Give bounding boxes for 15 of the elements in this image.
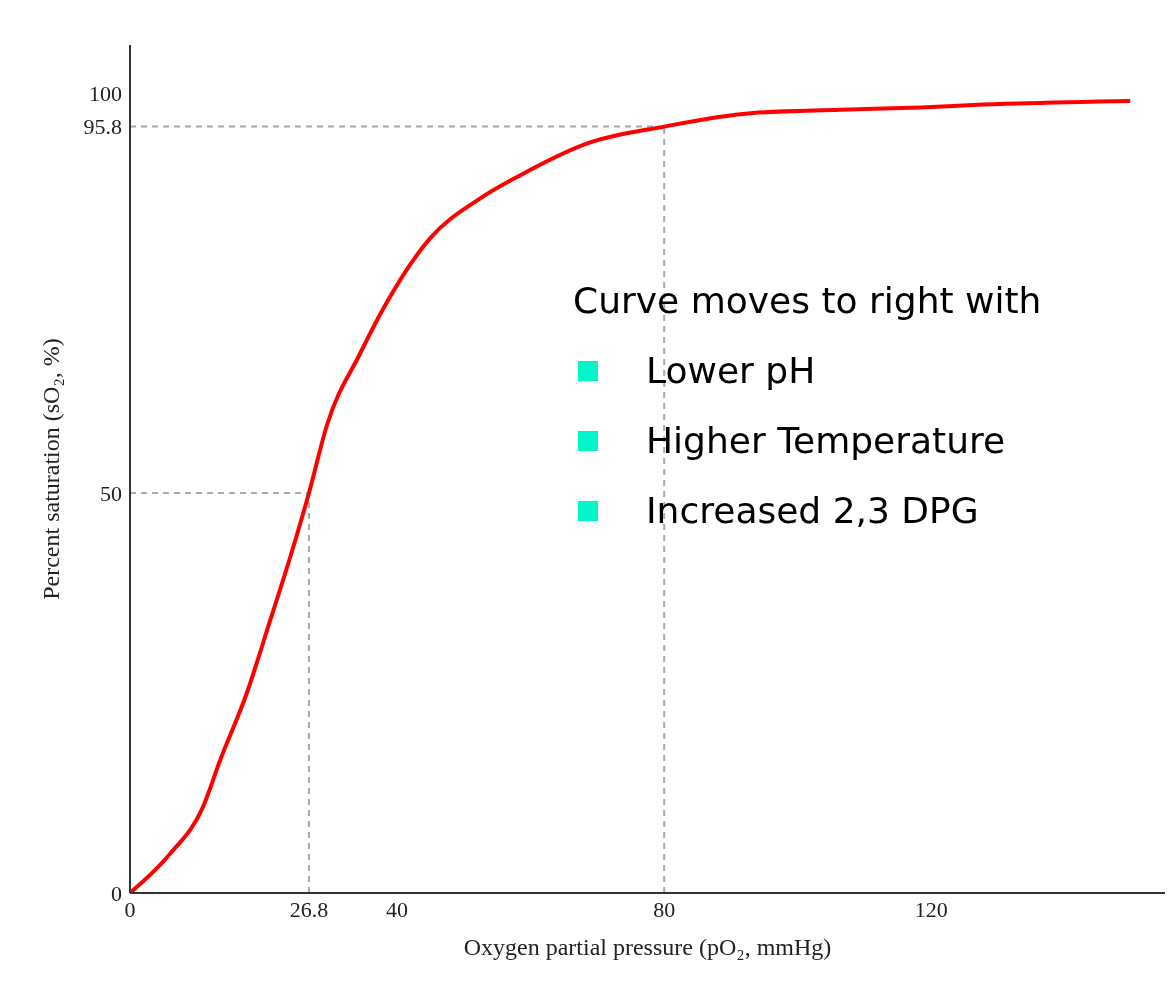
y-tick-label: 50 xyxy=(100,480,122,506)
annotation: Curve moves to right with xyxy=(573,279,1042,323)
y-tick-label: 0 xyxy=(111,880,122,906)
x-tick-label: 120 xyxy=(914,896,948,922)
x-tick-label: 26.8 xyxy=(289,896,329,922)
annotation: Higher Temperature xyxy=(646,419,1006,463)
x-axis-title: Oxygen partial pressure (pO₂, mmHg) xyxy=(463,934,832,960)
line-series xyxy=(130,99,1133,893)
annotation: Increased 2,3 DPG xyxy=(646,489,979,533)
y-axis-title: Percent saturation (sO₂, %) xyxy=(37,338,64,600)
y-tick-label: 95.8 xyxy=(83,114,122,140)
x-tick-label: 80 xyxy=(653,896,676,922)
annotation: Lower pH xyxy=(646,349,816,393)
x-tick-label: 40 xyxy=(386,896,409,922)
y-tick-label: 100 xyxy=(89,80,122,106)
